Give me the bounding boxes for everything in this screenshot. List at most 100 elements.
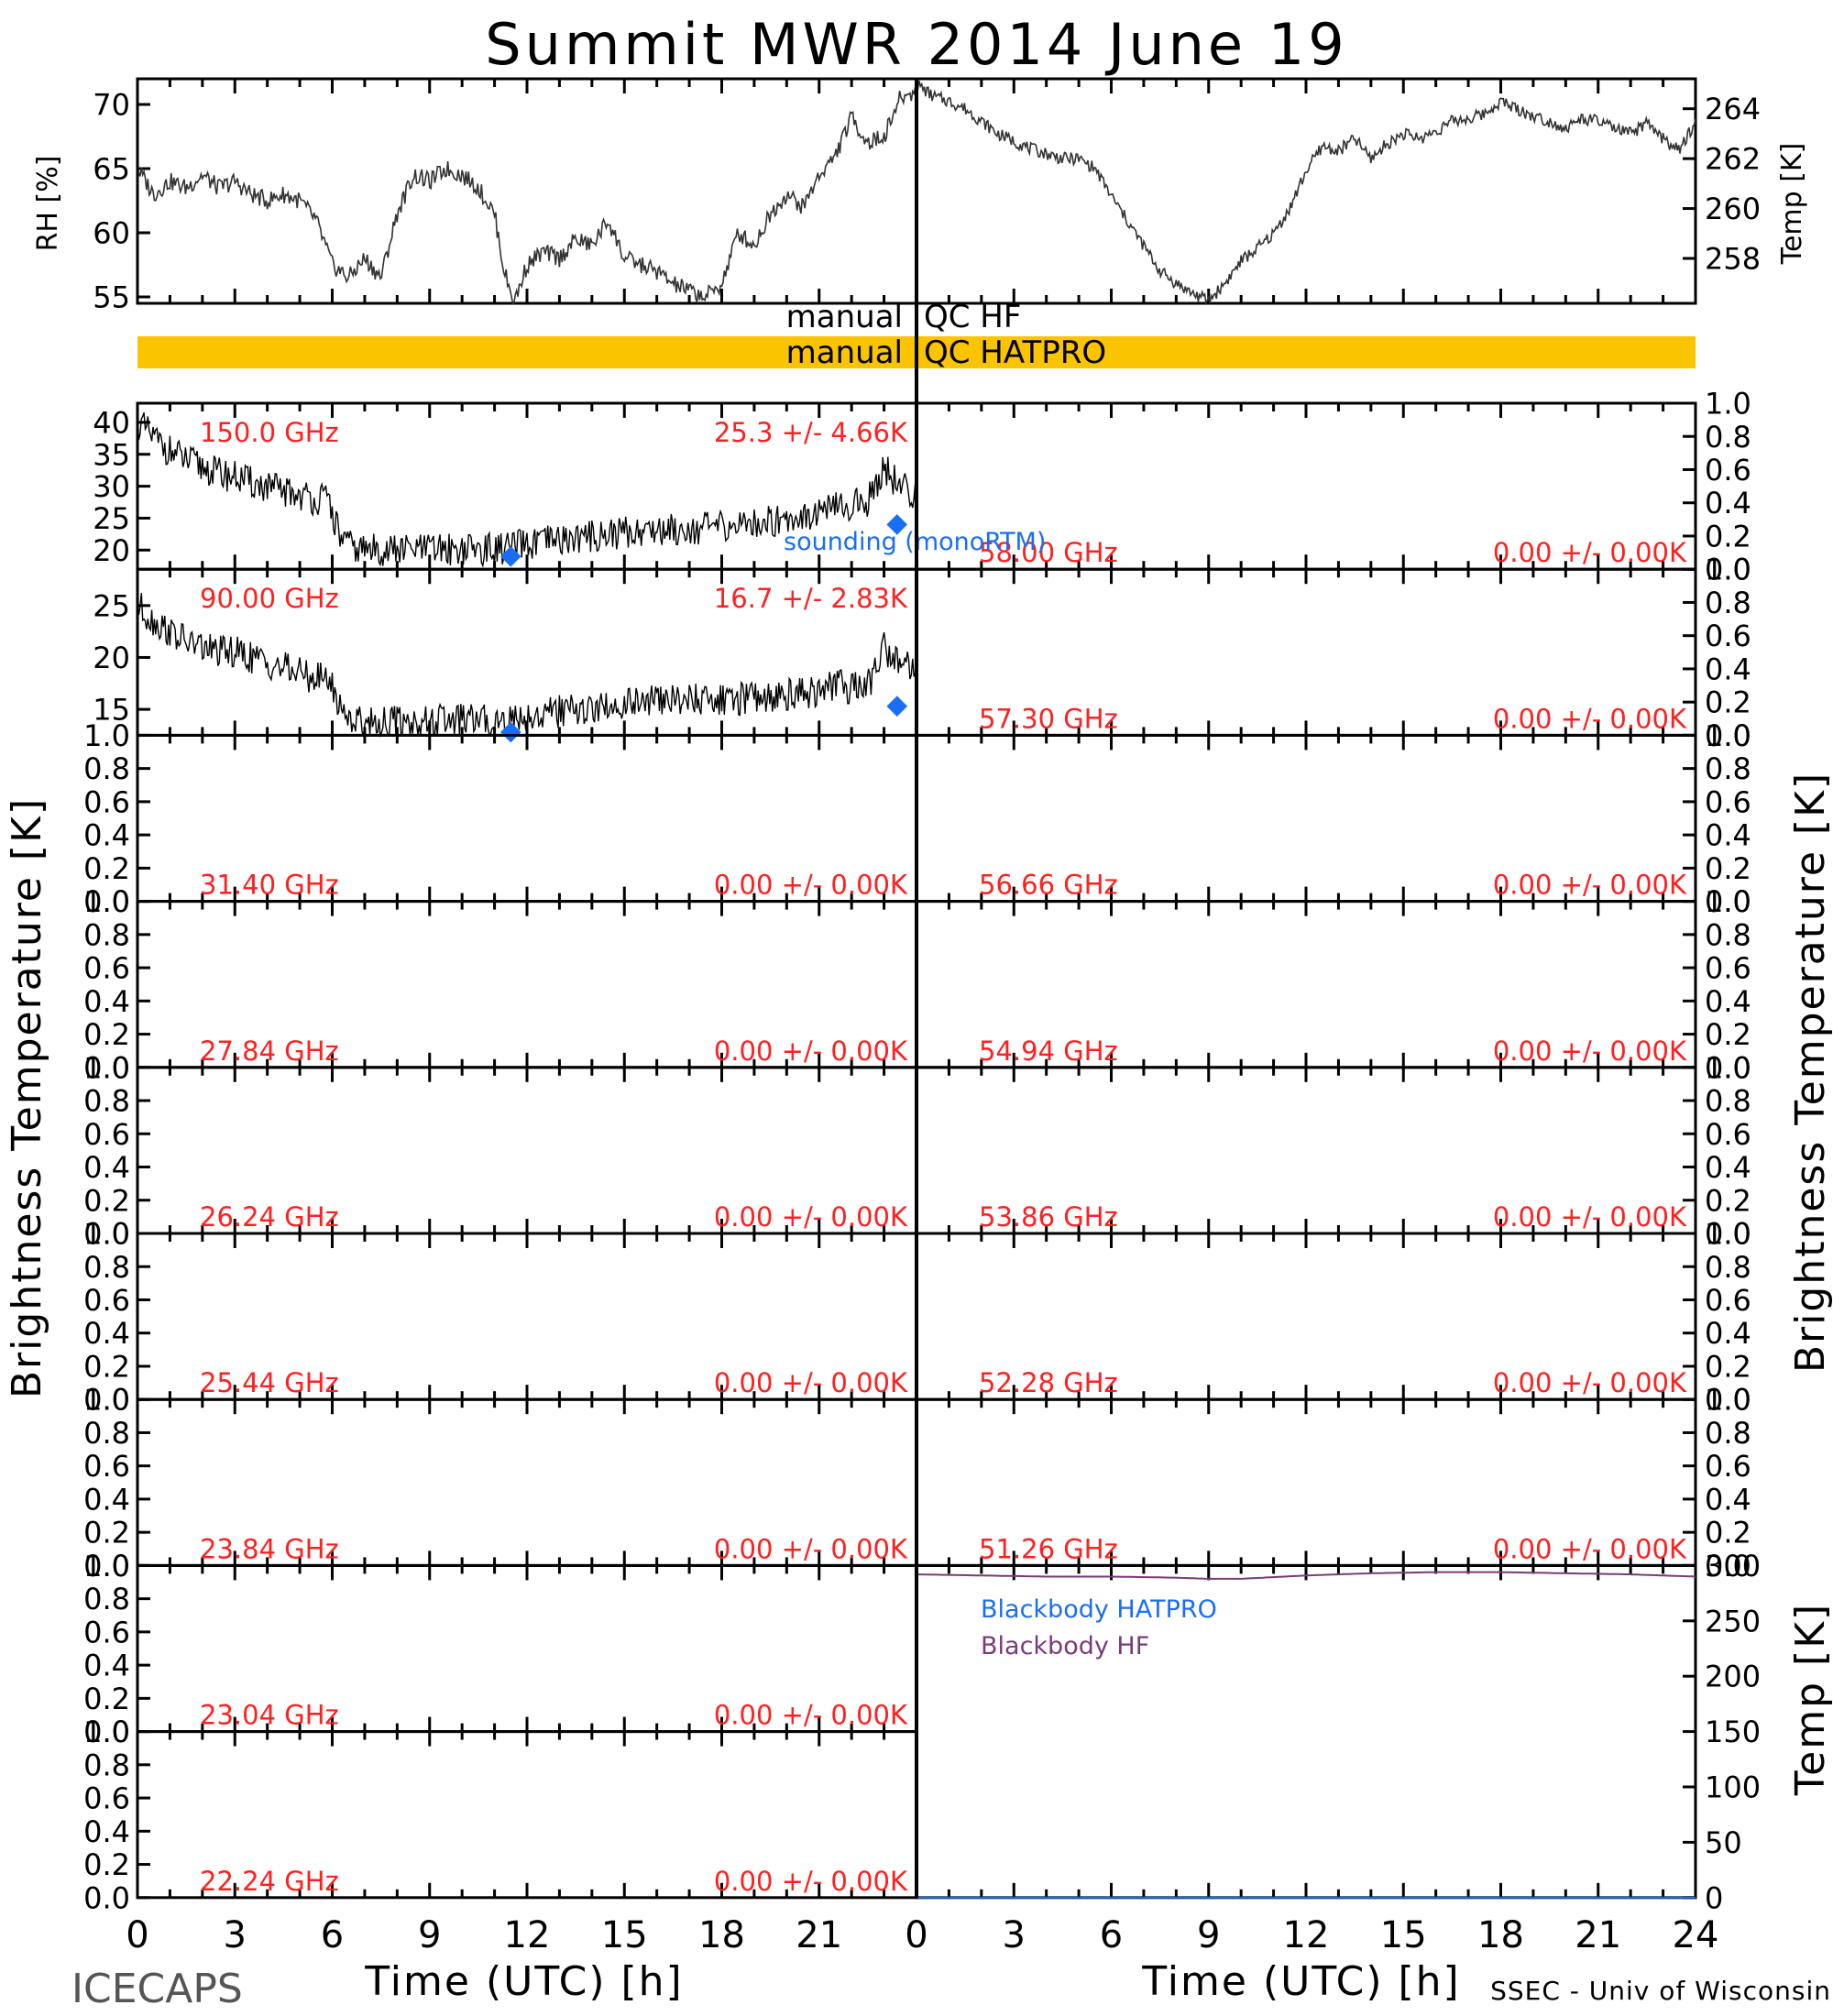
y-tick-label: 0.4 [1705, 1316, 1751, 1351]
blackbody-hatpro-legend: Blackbody HATPRO [981, 1595, 1217, 1624]
chart-title: Summit MWR 2014 June 19 [485, 11, 1347, 78]
y-tick-label: 0.8 [83, 917, 130, 952]
rh-axis-title: RH [%] [32, 156, 64, 252]
y-tick-label: 0.4 [1705, 1150, 1751, 1185]
channel-label: 27.84 GHz [200, 1035, 339, 1067]
sounding-marker [499, 721, 521, 743]
y-tick-label: 0.8 [1705, 1084, 1751, 1119]
channel-stats: 16.7 +/- 2.83K [714, 583, 908, 614]
y-tick-label: 0.4 [1705, 1482, 1751, 1517]
y-tick-label: 250 [1705, 1604, 1761, 1638]
y-tick-label: 1.0 [1705, 884, 1751, 919]
x-tick-label: 21 [1575, 1914, 1621, 1956]
y-tick-label: 0.0 [1705, 1050, 1751, 1085]
y-tick-label: 1.0 [1705, 718, 1751, 753]
y-tick-label: 1.0 [83, 1217, 130, 1252]
channel-label: 150.0 GHz [200, 417, 339, 448]
y-tick-label: 15 [93, 693, 130, 728]
y-tick-label: 264 [1705, 92, 1761, 126]
x-tick-label: 3 [1003, 1914, 1026, 1956]
y-tick-label: 0.6 [1705, 951, 1751, 986]
y-tick-label: 65 [93, 152, 130, 187]
y-tick-label: 1.0 [1705, 1383, 1751, 1418]
channel-stats: 0.00 +/- 0.00K [714, 1700, 908, 1731]
y-tick-label: 0.8 [1705, 917, 1751, 952]
y-tick-label: 0.4 [83, 1316, 130, 1351]
channel-label: 52.28 GHz [979, 1367, 1118, 1398]
y-tick-label: 0.2 [1705, 1017, 1751, 1052]
y-tick-label: 0.6 [1705, 1449, 1751, 1484]
y-tick-label: 0.6 [83, 1781, 130, 1816]
x-tick-label: 18 [1477, 1914, 1524, 1956]
y-tick-label: 1.0 [1705, 1217, 1751, 1252]
x-tick-label: 12 [504, 1914, 551, 1956]
y-tick-label: 258 [1705, 242, 1761, 277]
channel-label: 31.40 GHz [200, 870, 339, 901]
channel-stats: 25.3 +/- 4.66K [714, 417, 908, 448]
channel-stats: 0.00 +/- 0.00K [1493, 870, 1687, 901]
y-tick-label: 0.8 [1705, 420, 1751, 455]
y-tick-label: 70 [93, 88, 130, 123]
y-tick-label: 0.2 [83, 1183, 130, 1218]
y-tick-label: 1.0 [83, 1549, 130, 1583]
qc-hatpro-left-label: manual [786, 334, 903, 371]
rh-trace [137, 87, 917, 304]
x-tick-label: 3 [224, 1914, 247, 1956]
tb-trace [137, 593, 917, 739]
y-tick-label: 0.4 [83, 1814, 130, 1849]
y-tick-label: 0.4 [1705, 818, 1751, 853]
y-tick-label: 0.4 [83, 1150, 130, 1185]
qc-hf-left-label: manual [786, 299, 903, 335]
x-tick-label: 6 [1100, 1914, 1123, 1956]
y-tick-label: 0.2 [83, 851, 130, 886]
y-tick-label: 1.0 [83, 884, 130, 919]
channel-label: 56.66 GHz [979, 870, 1118, 901]
channel-label: 26.24 GHz [200, 1201, 339, 1233]
blackbody-hf-legend: Blackbody HF [981, 1632, 1149, 1660]
y-tick-label: 0.2 [1705, 851, 1751, 886]
channel-label: 58.00 GHz [979, 537, 1118, 568]
qc-hf-right-label: QC HF [924, 299, 1021, 335]
y-tick-label: 0.6 [83, 1283, 130, 1318]
y-tick-label: 1.0 [1705, 553, 1751, 587]
y-tick-label: 0.0 [1705, 884, 1751, 919]
y-tick-label: 0.4 [83, 1649, 130, 1683]
channel-label: 23.84 GHz [200, 1533, 339, 1564]
y-tick-label: 60 [93, 216, 130, 251]
y-tick-label: 0.0 [1705, 1217, 1751, 1252]
y-tick-label: 55 [93, 280, 130, 315]
channel-stats: 0.00 +/- 0.00K [1493, 1201, 1687, 1233]
channel-label: 54.94 GHz [979, 1035, 1118, 1067]
y-tick-label: 1.0 [83, 1383, 130, 1418]
x-tick-label: 18 [698, 1914, 745, 1956]
temp-axis-title: Temp [K] [1776, 143, 1808, 266]
channel-stats: 0.00 +/- 0.00K [714, 1035, 908, 1067]
x-tick-label: 24 [1673, 1914, 1719, 1956]
channel-stats: 0.00 +/- 0.00K [714, 870, 908, 901]
y-tick-label: 0.8 [1705, 586, 1751, 620]
x-axis-title-left: Time (UTC) [h] [364, 1958, 683, 2005]
y-tick-label: 0.8 [83, 1084, 130, 1119]
y-tick-label: 0.8 [83, 1582, 130, 1616]
channel-label: 51.26 GHz [979, 1533, 1118, 1564]
y-tick-label: 0.2 [1705, 1516, 1751, 1550]
sounding-marker [499, 545, 521, 567]
y-tick-label: 0.6 [83, 1449, 130, 1484]
y-tick-label: 0.2 [83, 1349, 130, 1384]
y-tick-label: 300 [1705, 1549, 1761, 1583]
y-tick-label: 0.6 [83, 784, 130, 819]
y-tick-label: 0.4 [83, 1482, 130, 1517]
y-tick-label: 0.8 [83, 1748, 130, 1782]
temp-panel-frame [915, 77, 1697, 305]
tb-trace [137, 411, 917, 568]
y-tick-label: 50 [1705, 1825, 1742, 1860]
y-tick-label: 1.0 [1705, 387, 1751, 422]
channel-label: 23.04 GHz [200, 1700, 339, 1731]
sounding-marker [886, 696, 908, 718]
y-tick-label: 0.2 [1705, 685, 1751, 720]
channel-stats: 0.00 +/- 0.00K [1493, 703, 1687, 734]
y-tick-label: 0.0 [83, 884, 130, 919]
y-tick-label: 0.0 [83, 1549, 130, 1583]
y-tick-label: 1.0 [83, 718, 130, 753]
y-tick-label: 0.2 [83, 1682, 130, 1716]
